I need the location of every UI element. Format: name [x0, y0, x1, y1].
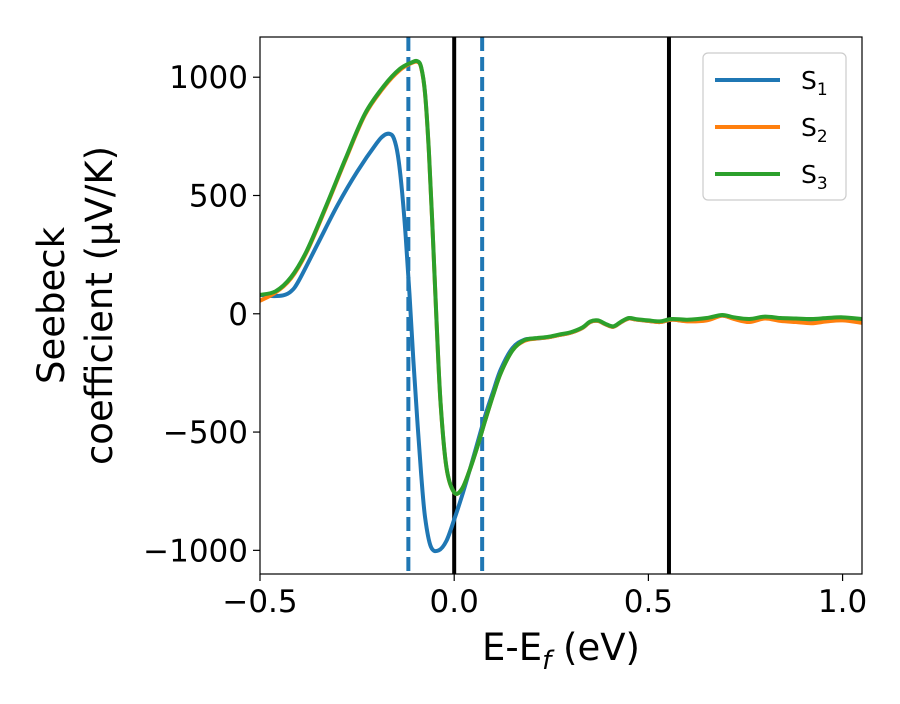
legend-label-s3: S3 — [801, 160, 828, 194]
axes: −0.5 0.0 0.5 1.0 −1000 −500 0 500 1000 E-Ef (eV) S… — [30, 36, 867, 676]
plot-frame — [259, 36, 863, 575]
legend-label-s1: S1 — [801, 66, 828, 100]
series-line-s3 — [260, 58, 862, 496]
x-tick-label: 1.0 — [818, 584, 867, 620]
plot-area — [260, 37, 862, 574]
legend-label-s2: S2 — [801, 113, 828, 147]
x-tick-label: −0.5 — [222, 584, 297, 620]
legend: S1 S2 S3 — [702, 52, 847, 201]
x-axis-title: E-Ef (eV) — [482, 626, 640, 676]
y-tick-label: −1000 — [143, 533, 248, 569]
x-tick-label: 0.5 — [624, 584, 673, 620]
y-tick-label: 0 — [228, 297, 248, 333]
y-axis-title-line2: coefficient (μV/K) — [78, 146, 121, 465]
y-axis-title-line1: Seebeck — [30, 226, 73, 384]
y-tick-label: −500 — [163, 415, 248, 451]
y-tick-label: 500 — [189, 178, 248, 214]
x-tick-label: 0.0 — [430, 584, 479, 620]
y-tick-label: 1000 — [169, 60, 248, 96]
